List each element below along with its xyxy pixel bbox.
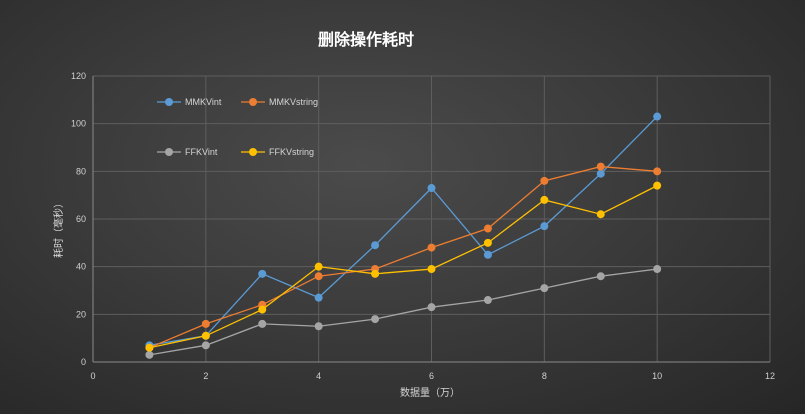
legend-label: MMKVint xyxy=(185,97,222,107)
data-point-ffkvstring xyxy=(258,305,267,314)
x-tick-label: 8 xyxy=(542,371,547,381)
data-point-ffkvstring xyxy=(371,269,380,278)
data-point-mmkvint xyxy=(427,184,436,193)
data-point-ffkvstring xyxy=(596,210,605,219)
legend-swatch-marker xyxy=(249,148,257,156)
grid xyxy=(93,75,771,362)
series-line-ffkvint xyxy=(149,268,658,356)
data-point-mmkvint xyxy=(371,241,380,250)
data-point-mmkvstring xyxy=(314,272,323,281)
data-point-mmkvstring xyxy=(427,243,436,252)
legend-label: FFKVstring xyxy=(269,147,314,157)
y-tick-label: 0 xyxy=(81,357,86,367)
tick-labels: 0 20 40 60 80 100 120 0 2 4 6 8 10 12 xyxy=(71,71,775,381)
series-ffkvstring xyxy=(145,181,662,352)
data-point-mmkvint xyxy=(314,293,323,302)
y-tick-label: 100 xyxy=(71,119,86,129)
x-tick-label: 12 xyxy=(765,371,775,381)
legend-swatch-marker xyxy=(249,98,257,106)
series-line-mmkvstring xyxy=(149,165,658,349)
legend-label: FFKVint xyxy=(185,147,218,157)
series-ffkvint xyxy=(145,265,662,359)
data-point-ffkvint xyxy=(314,322,323,331)
data-point-ffkvint xyxy=(145,350,154,359)
legend-item-ffkvstring[interactable]: FFKVstring xyxy=(241,147,314,157)
series-mmkvstring xyxy=(145,162,662,352)
data-point-ffkvstring xyxy=(145,343,154,352)
legend-item-mmkvint[interactable]: MMKVint xyxy=(157,97,222,107)
data-point-ffkvstring xyxy=(201,331,210,340)
data-point-ffkvint xyxy=(258,319,267,328)
x-axis-label: 数据量（万） xyxy=(400,386,460,399)
data-point-mmkvstring xyxy=(653,167,662,176)
axes xyxy=(92,76,770,363)
data-point-ffkvstring xyxy=(653,181,662,190)
legend-swatch-marker xyxy=(165,148,173,156)
data-point-mmkvint xyxy=(596,169,605,178)
data-point-ffkvint xyxy=(596,272,605,281)
legend-label: MMKVstring xyxy=(269,97,318,107)
y-tick-label: 40 xyxy=(76,262,86,272)
data-point-ffkvint xyxy=(427,303,436,312)
data-point-mmkvstring xyxy=(596,162,605,171)
data-point-ffkvstring xyxy=(427,265,436,274)
y-axis-label: 耗时（毫秒） xyxy=(52,198,65,258)
data-point-ffkvint xyxy=(483,296,492,305)
legend-item-ffkvint[interactable]: FFKVint xyxy=(157,147,218,157)
series-line-mmkvint xyxy=(149,116,658,346)
data-point-ffkvint xyxy=(371,315,380,324)
data-point-mmkvstring xyxy=(540,176,549,185)
x-tick-label: 10 xyxy=(652,371,662,381)
data-point-ffkvstring xyxy=(483,238,492,247)
data-point-mmkvint xyxy=(540,222,549,231)
y-tick-label: 20 xyxy=(76,309,86,319)
legend[interactable]: MMKVint MMKVstring FFKVint FFKVstring xyxy=(157,97,318,157)
data-point-mmkvint xyxy=(258,269,267,278)
y-tick-label: 120 xyxy=(71,71,86,81)
data-point-mmkvstring xyxy=(483,224,492,233)
x-tick-label: 0 xyxy=(90,371,95,381)
data-point-ffkvint xyxy=(201,341,210,350)
series-group xyxy=(145,112,662,359)
data-point-mmkvint xyxy=(653,112,662,121)
data-point-ffkvint xyxy=(540,284,549,293)
y-tick-label: 80 xyxy=(76,166,86,176)
chart-title: 删除操作耗时 xyxy=(318,30,414,49)
x-tick-label: 6 xyxy=(429,371,434,381)
y-tick-label: 60 xyxy=(76,214,86,224)
data-point-ffkvstring xyxy=(314,262,323,271)
legend-swatch-marker xyxy=(165,98,173,106)
data-point-ffkvint xyxy=(653,265,662,274)
data-point-mmkvint xyxy=(483,250,492,259)
data-point-mmkvstring xyxy=(201,319,210,328)
x-tick-label: 2 xyxy=(203,371,208,381)
series-line-ffkvstring xyxy=(149,185,658,349)
x-tick-label: 4 xyxy=(316,371,321,381)
legend-item-mmkvstring[interactable]: MMKVstring xyxy=(241,97,318,107)
data-point-ffkvstring xyxy=(540,195,549,204)
